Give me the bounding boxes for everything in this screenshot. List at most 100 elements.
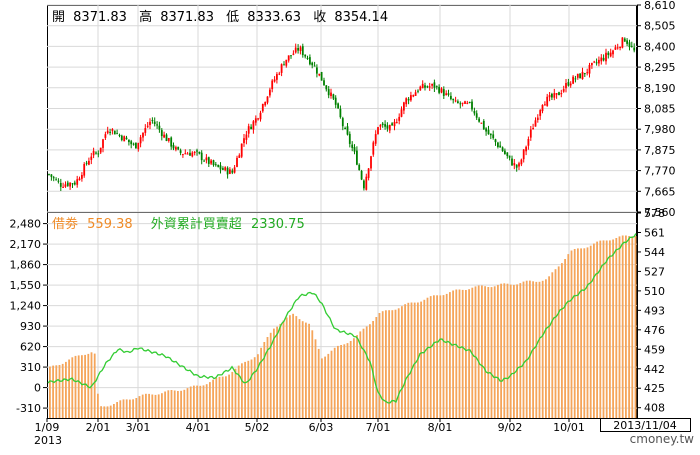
lending-bar [353, 338, 355, 418]
lending-bar [439, 295, 442, 418]
lending-bar [189, 386, 192, 418]
lending-bar [461, 289, 464, 418]
candle-body [156, 124, 158, 126]
candle-body [334, 97, 337, 105]
candle-body [520, 159, 523, 165]
candle-body [412, 95, 415, 97]
candle-body [118, 134, 121, 136]
candle-body [602, 57, 605, 61]
candle-body [461, 102, 464, 104]
lending-bar [257, 354, 259, 418]
candle-body [388, 125, 391, 131]
candle-body [95, 152, 97, 154]
candle-body [247, 126, 250, 134]
candle-body [513, 163, 516, 166]
candle-body [600, 57, 603, 62]
lending-bar [541, 280, 544, 418]
candle-body [337, 103, 339, 109]
high-value: 8371.83 [160, 10, 214, 25]
candle-body [48, 174, 50, 176]
candle-body [536, 117, 539, 120]
lending-bar [321, 358, 323, 418]
lending-bar [61, 363, 64, 418]
lending-bar [113, 404, 115, 418]
lending-bar [474, 286, 477, 418]
lending-bar [593, 243, 595, 418]
candle-body [471, 101, 473, 110]
candle-body [515, 164, 518, 168]
lending-bar [477, 285, 480, 418]
candle-body [598, 59, 600, 64]
lending-bar [173, 390, 176, 418]
lending-bar [391, 310, 394, 418]
candle-body [278, 73, 281, 75]
lending-bar [87, 353, 90, 418]
lending-bar [465, 290, 467, 418]
candle-body [149, 121, 151, 126]
lending-bar [97, 393, 99, 418]
lending-bar [106, 406, 109, 418]
lending-bar [423, 299, 426, 418]
candle-body [591, 62, 593, 66]
lending-bar [445, 293, 448, 418]
candle-body [421, 83, 424, 89]
candle-body [104, 134, 107, 138]
lending-bar [343, 344, 346, 418]
candle-body [83, 164, 86, 176]
x-tick-label: 1/09 [35, 421, 60, 434]
candle-body [92, 150, 95, 156]
lending-bar [413, 302, 416, 418]
lending-bar [276, 326, 278, 418]
candle-body [163, 134, 165, 138]
candle-body [384, 124, 386, 127]
lending-bar [49, 366, 51, 418]
lending-bar [458, 289, 461, 418]
candle-body [595, 62, 598, 64]
candle-body [339, 108, 342, 118]
lending-bar [125, 399, 128, 418]
candle-body [480, 122, 483, 124]
candle-body [177, 146, 180, 150]
candle-body [391, 123, 393, 126]
right-tick-label: 561 [644, 226, 665, 239]
candle-body [346, 126, 349, 135]
candle-body [356, 150, 358, 165]
candle-body [428, 86, 431, 88]
lending-bar [340, 345, 342, 418]
candle-body [581, 71, 584, 80]
lending-bar [55, 365, 58, 418]
candle-body [285, 59, 288, 66]
lending-bar [234, 368, 237, 418]
candle-body [379, 124, 382, 127]
cursor-date: 2013/11/04 [613, 419, 676, 432]
candle-body [529, 129, 532, 138]
lending-bar [279, 323, 282, 418]
close-value: 8354.14 [334, 10, 388, 25]
lending-bar [567, 254, 570, 418]
lending-bar [346, 343, 349, 418]
candle-body [508, 155, 511, 158]
candle-body [55, 179, 57, 181]
candle-body [130, 141, 133, 145]
candle-body [57, 180, 60, 182]
left-tick-label: 930 [20, 320, 41, 333]
candle-body [316, 67, 318, 74]
candle-body [616, 47, 619, 49]
lending-bar [324, 356, 326, 418]
candle-body [487, 129, 490, 135]
lending-bar [337, 345, 339, 418]
lending-bar [311, 330, 314, 418]
lending-bar [183, 389, 186, 418]
lending-bar [349, 341, 352, 418]
left-tick-label: 2,480 [10, 218, 42, 231]
candle-body [607, 52, 610, 55]
candle-body [259, 112, 262, 120]
upper-tick-label: 7,980 [644, 123, 676, 136]
candle-body [116, 133, 118, 135]
x-tick-label: 4/01 [186, 421, 211, 434]
lending-bar [369, 324, 371, 418]
lending-bar [625, 235, 627, 418]
lending-bar [141, 394, 144, 418]
